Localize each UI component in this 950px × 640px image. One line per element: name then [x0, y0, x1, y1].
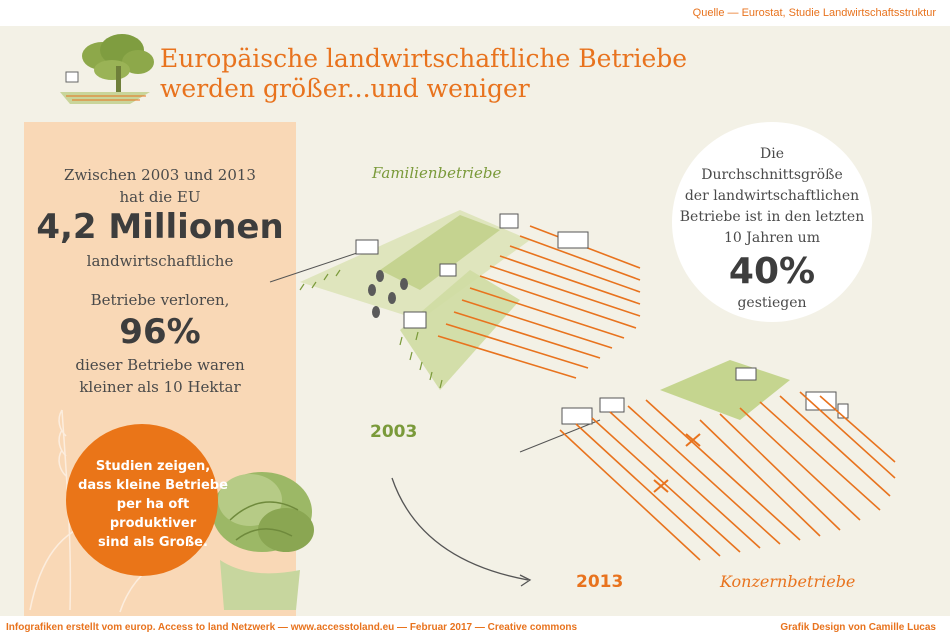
callout-line-3: per ha oft produktiver	[109, 497, 197, 531]
title-line-1: Europäische landwirtschaftliche Betriebe	[160, 44, 688, 73]
small-farms-text: dieser Betriebe waren kleiner als 10 Hek…	[24, 354, 296, 398]
footer-designer: Grafik Design von Camille Lucas	[780, 622, 936, 633]
callout-line-4: sind als Große.	[98, 535, 208, 550]
intro-line-1: Zwischen 2003 und 2013	[64, 166, 256, 184]
growth-line-3: der landwirtschaftlichen	[684, 188, 860, 204]
footer-credits: Infografiken erstellt vom europ. Access …	[6, 622, 578, 633]
growth-line-2: Durchschnittsgröße	[701, 167, 843, 183]
small-farms-line-1: dieser Betriebe waren	[75, 356, 245, 374]
corporate-farm-landscape-icon	[519, 360, 896, 561]
page-title: Europäische landwirtschaftliche Betriebe…	[160, 44, 687, 104]
growth-line-5: 10 Jahren um	[724, 230, 820, 246]
family-farm-landscape-icon	[269, 210, 641, 390]
year-2013-label: 2013	[576, 572, 624, 592]
small-farms-line-2: kleiner als 10 Hektar	[79, 378, 241, 396]
small-farms-percent: 96%	[119, 312, 201, 352]
callout-circle	[66, 424, 218, 576]
growth-suffix: gestiegen	[737, 295, 807, 311]
year-2003-label: 2003	[370, 422, 418, 442]
callout-line-2: dass kleine Betriebe	[78, 478, 228, 493]
family-farms-label: Familienbetriebe	[372, 164, 502, 182]
callout-line-1: Studien zeigen,	[95, 459, 211, 474]
corporate-farms-label: Konzernbetriebe	[720, 572, 856, 591]
growth-text: Die Durchschnittsgröße der landwirtschaf…	[672, 144, 872, 249]
callout-text: Studien zeigen, dass kleine Betriebe per…	[78, 457, 228, 552]
intro-text: Zwischen 2003 und 2013 hat die EU	[24, 164, 296, 208]
growth-percent: 40%	[728, 251, 816, 292]
time-arrow-icon	[391, 477, 532, 587]
top-bar	[0, 0, 950, 26]
farms-lost-label: landwirtschaftliche	[86, 252, 234, 270]
bottom-bar	[0, 616, 950, 640]
growth-circle	[672, 122, 872, 322]
growth-line-4: Betriebe ist in den letzten	[679, 209, 865, 225]
intro-line-2: hat die EU	[119, 188, 201, 206]
source-note: Quelle — Eurostat, Studie Landwirtschaft…	[692, 7, 936, 19]
farms-lost-number: 4,2 Millionen	[36, 207, 284, 247]
farms-lost-verb: Betriebe verloren,	[90, 291, 230, 309]
growth-line-1: Die	[760, 146, 784, 162]
title-line-2: werden größer...und weniger	[160, 74, 530, 103]
